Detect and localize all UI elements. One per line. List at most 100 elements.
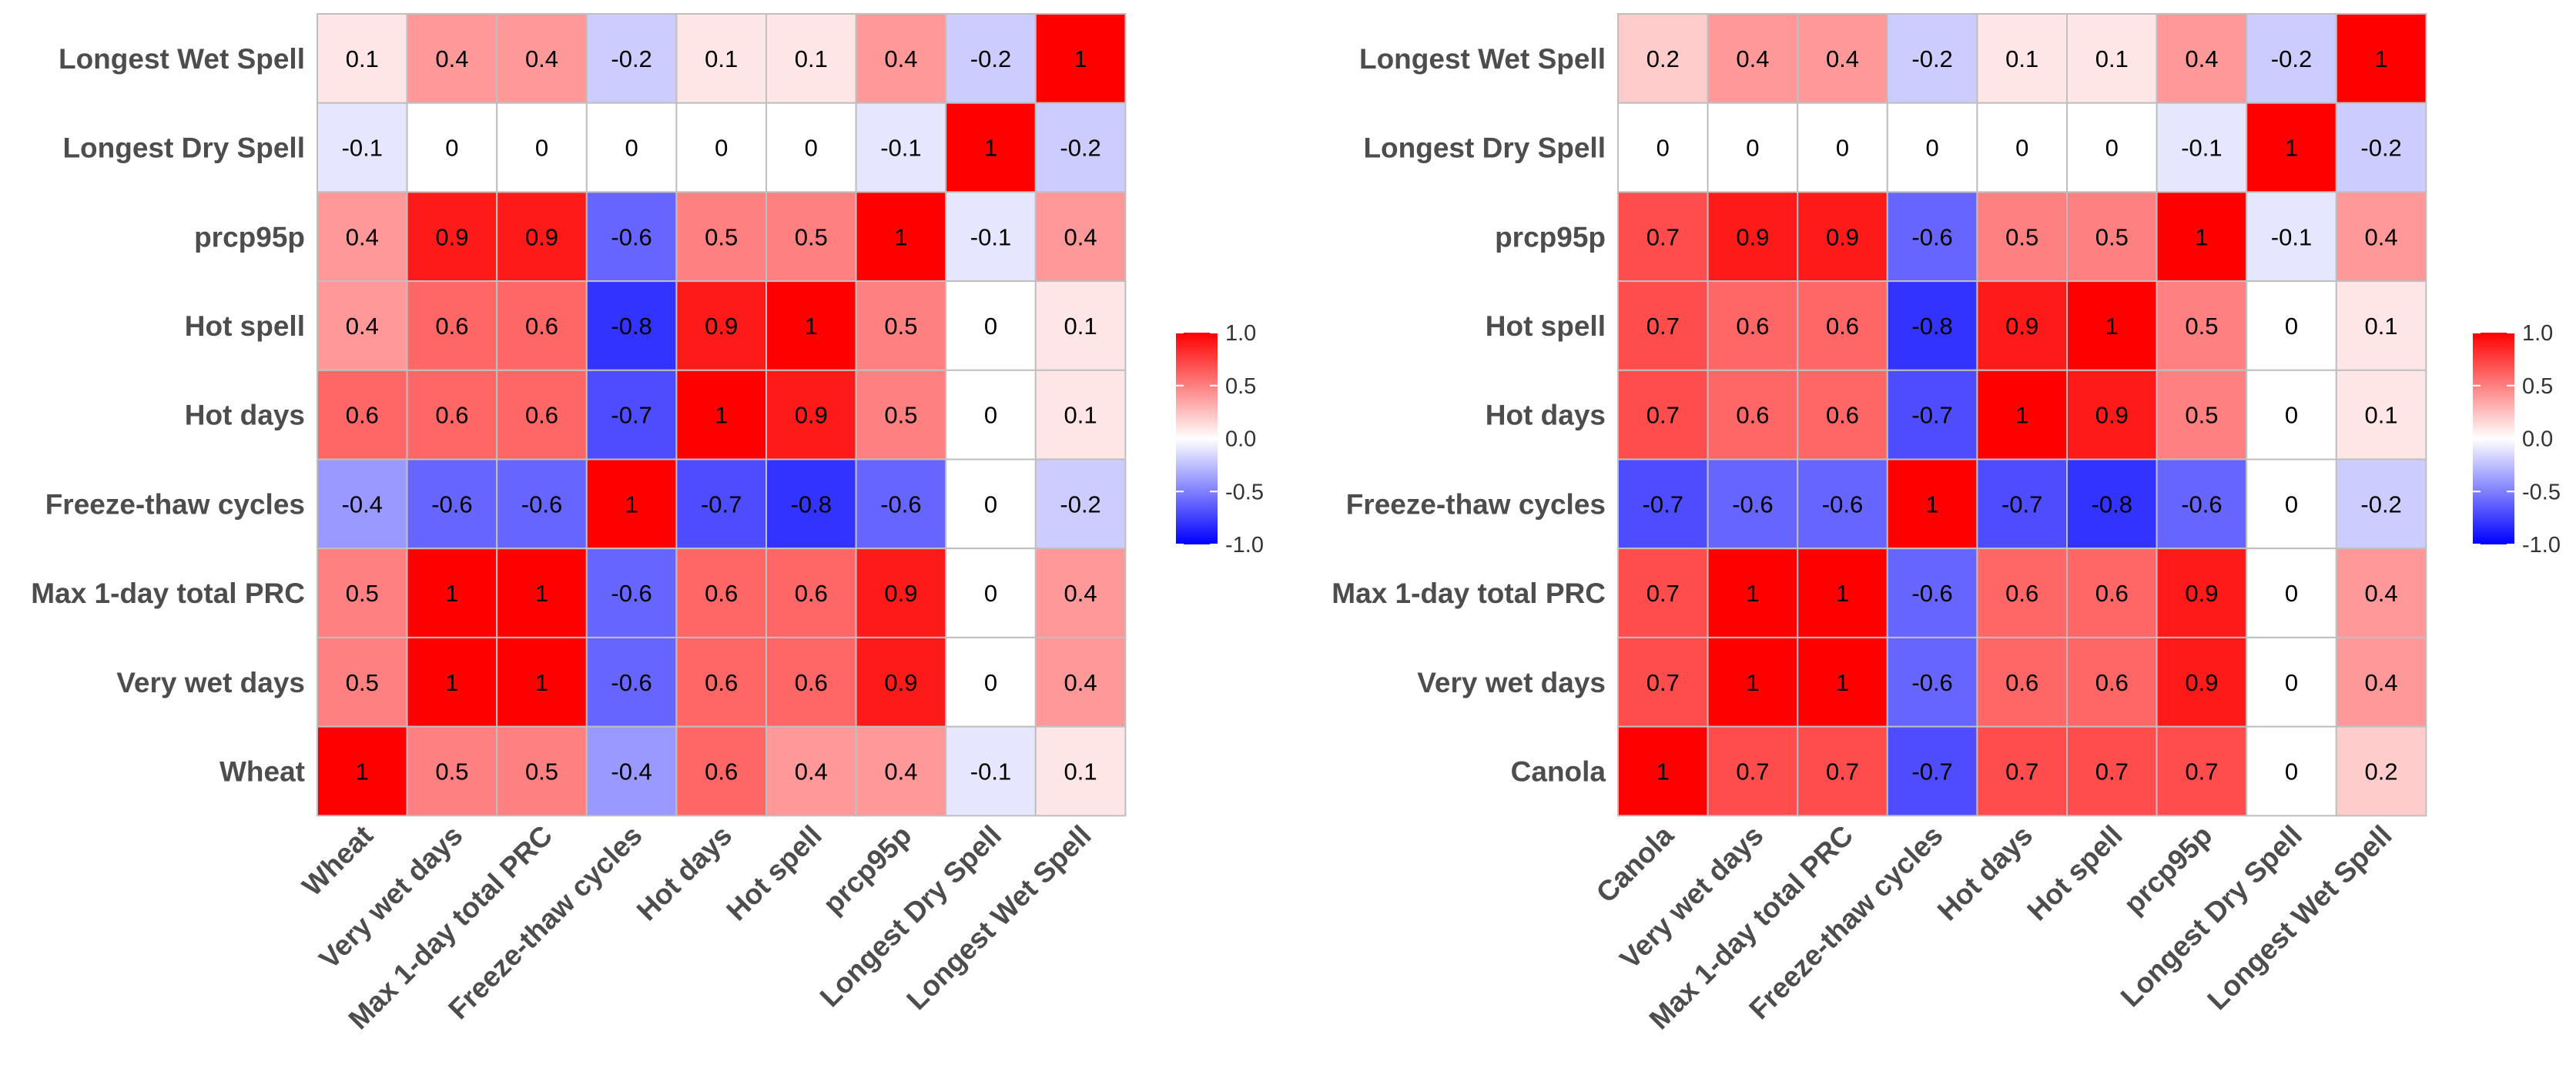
heatmap-cell — [1707, 369, 1799, 460]
cell-value-label: 0 — [1925, 135, 1938, 162]
heatmap-cell — [1886, 548, 1978, 638]
heatmap-cell — [585, 280, 678, 371]
cell-value-label: 0.7 — [1826, 758, 1859, 785]
cell-value-label: 0.5 — [525, 758, 558, 785]
cell-value-label: -0.8 — [2092, 491, 2132, 517]
cell-value-label: 0 — [984, 313, 997, 340]
heatmap-panel-2: 0.2 0.4 0.4 -0.2 0.1 0.1 0.4 -0.2 1 0 0 0 0 0 0 -0.1 1 -0… — [1332, 13, 2561, 1035]
heatmap-cell — [2156, 102, 2248, 193]
heatmap-cell — [855, 191, 947, 283]
cell-value-label: 0.6 — [1736, 313, 1769, 340]
cell-value-label: 0 — [715, 135, 728, 162]
cell-value-label: 0.4 — [346, 313, 379, 340]
cell-value-label: 0.4 — [2365, 580, 2398, 607]
heatmap-cell — [1617, 725, 1709, 817]
heatmap-cell — [2335, 369, 2427, 460]
heatmap-cell — [1707, 191, 1799, 283]
cell-value-label: 1 — [715, 402, 728, 429]
cell-value-label: 0 — [535, 135, 548, 162]
heatmap-cell — [1797, 458, 1888, 550]
cell-value-label: 1 — [1746, 580, 1759, 607]
cell-value-label: 0.5 — [884, 313, 917, 340]
cell-value-label: 0.5 — [2005, 223, 2038, 250]
heatmap-cell — [1976, 458, 2068, 550]
y-tick-label: Longest Wet Spell — [1359, 43, 1606, 75]
heatmap-cell — [2156, 636, 2248, 728]
heatmap-cell — [1976, 102, 2068, 193]
x-tick-label: Canola — [1590, 819, 1680, 909]
cell-value-label: 0.6 — [705, 669, 738, 696]
heatmap-cell — [675, 458, 768, 550]
cell-value-label: -0.7 — [611, 402, 652, 429]
cell-value-label: -0.2 — [2360, 491, 2401, 517]
heatmap-cell — [1886, 369, 1978, 460]
heatmap-cell — [2156, 548, 2248, 638]
cell-value-label: 0.1 — [1064, 313, 1097, 340]
cell-value-label: 0.4 — [1064, 223, 1097, 250]
y-tick-label: Longest Wet Spell — [59, 43, 305, 75]
cell-value-label: -0.1 — [342, 135, 383, 162]
cell-value-label: 0 — [2105, 135, 2119, 162]
cell-value-label: 0 — [984, 491, 997, 517]
heatmap-cell — [1797, 102, 1888, 193]
cell-value-label: 0.1 — [2365, 313, 2398, 340]
cell-value-label: 0 — [2285, 580, 2298, 607]
cell-value-label: 0.6 — [795, 580, 828, 607]
cell-value-label: -0.1 — [2271, 223, 2312, 250]
cell-value-label: 0.9 — [1826, 223, 1859, 250]
cell-value-label: 0.5 — [2095, 223, 2129, 250]
cell-value-label: -0.7 — [701, 491, 742, 517]
heatmap-cell — [765, 458, 857, 550]
cell-value-label: 0.2 — [2365, 758, 2398, 785]
cell-value-label: 0.1 — [2365, 402, 2398, 429]
cell-value-label: 0.6 — [795, 669, 828, 696]
cell-value-label: 0.9 — [884, 580, 917, 607]
heatmap-cell — [945, 458, 1037, 550]
cell-value-label: 0.1 — [1064, 402, 1097, 429]
x-tick-label: Hot days — [631, 819, 738, 926]
heatmap-cell — [2246, 636, 2337, 728]
cell-value-label: 0.4 — [1064, 669, 1097, 696]
heatmap-cell — [1797, 13, 1888, 104]
cell-value-label: -0.1 — [880, 135, 921, 162]
cell-value-label: -0.1 — [2181, 135, 2222, 162]
y-tick-label: Freeze-thaw cycles — [45, 488, 305, 520]
cell-value-label: -0.2 — [2360, 135, 2401, 162]
cell-value-label: -0.6 — [1732, 491, 1773, 517]
heatmap-cell — [317, 636, 408, 728]
heatmap-cell — [496, 725, 588, 817]
cell-value-label: 1 — [2195, 223, 2208, 250]
cell-value-label: 0.6 — [1736, 402, 1769, 429]
cell-value-label: 1 — [2285, 135, 2298, 162]
cell-value-label: 1 — [445, 669, 458, 696]
heatmap-cell — [855, 102, 947, 193]
y-tick-label: Hot days — [1486, 400, 1606, 431]
heatmap-cell — [2156, 369, 2248, 460]
cell-value-label: 0.4 — [435, 45, 468, 72]
heatmap-cell — [855, 369, 947, 460]
heatmap-cell — [1886, 102, 1978, 193]
cell-value-label: 0.6 — [525, 313, 558, 340]
cell-value-label: 0.6 — [2095, 669, 2129, 696]
cell-value-label: 0.7 — [2185, 758, 2218, 785]
heatmap-cell — [2066, 458, 2158, 550]
cell-value-label: 0.4 — [884, 45, 917, 72]
cell-value-label: 0.7 — [2095, 758, 2129, 785]
cell-value-label: -0.6 — [431, 491, 472, 517]
heatmap-cell — [675, 191, 768, 283]
legend-tick-label: 0.5 — [1225, 374, 1256, 399]
heatmap-cell — [2066, 191, 2158, 283]
heatmap-cell — [1707, 13, 1799, 104]
cell-value-label: 1 — [625, 491, 638, 517]
heatmap-cell — [2335, 191, 2427, 283]
heatmap-cell — [2246, 280, 2337, 371]
cell-value-label: -0.7 — [1911, 758, 1952, 785]
legend-tick-label: -0.5 — [1225, 480, 1264, 504]
cell-value-label: 0 — [1836, 135, 1849, 162]
heatmap-cell — [1617, 191, 1709, 283]
cell-value-label: 0.4 — [2365, 223, 2398, 250]
y-tick-label: Longest Dry Spell — [62, 132, 305, 164]
cell-value-label: 0.6 — [705, 580, 738, 607]
cell-value-label: 1 — [1836, 580, 1849, 607]
